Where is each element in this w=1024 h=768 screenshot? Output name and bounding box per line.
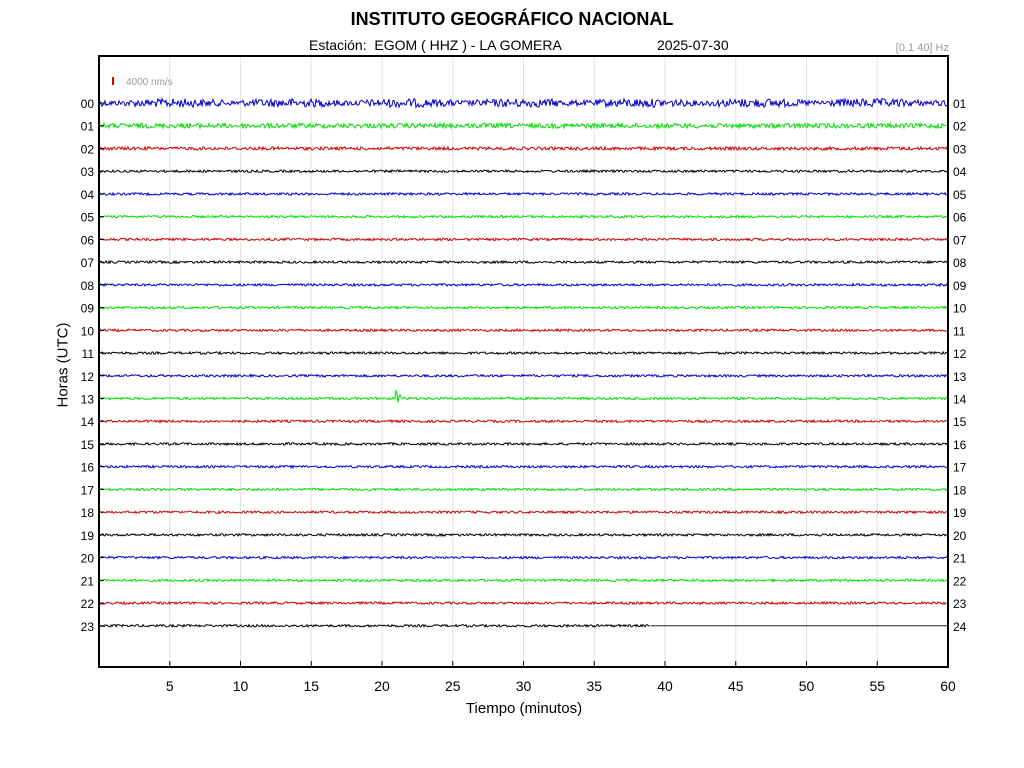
y-tick-label-right: 12 <box>953 347 967 361</box>
trace-hour-13 <box>98 390 949 403</box>
scale-bar <box>112 77 114 85</box>
y-tick-label-left: 05 <box>81 211 95 225</box>
y-tick-label-right: 17 <box>953 461 967 475</box>
y-tick-label-left: 20 <box>81 552 95 566</box>
y-tick-label-right: 19 <box>953 506 967 520</box>
y-tick-label-left: 08 <box>81 279 95 293</box>
y-tick-label-right: 04 <box>953 165 967 179</box>
y-tick-label-left: 19 <box>81 529 95 543</box>
y-tick-label-right: 05 <box>953 188 967 202</box>
y-tick-label-left: 22 <box>81 597 95 611</box>
y-tick-label-right: 23 <box>953 597 967 611</box>
y-tick-label-right: 11 <box>953 324 966 338</box>
y-tick-label-right: 20 <box>953 529 967 543</box>
y-tick-label-left: 06 <box>81 233 95 247</box>
plot-frame <box>98 55 949 668</box>
y-tick-label-right: 21 <box>953 552 967 566</box>
y-tick-label-left: 07 <box>81 256 95 270</box>
y-tick-label-left: 00 <box>81 97 95 111</box>
trace-hour-12 <box>98 373 949 379</box>
y-tick-label-right: 22 <box>953 574 967 588</box>
chart-title: INSTITUTO GEOGRÁFICO NACIONAL <box>350 9 674 29</box>
trace-hour-18 <box>98 509 949 515</box>
y-tick-label-left: 15 <box>81 438 95 452</box>
trace-hour-19 <box>98 532 949 538</box>
y-tick-label-left: 21 <box>81 574 95 588</box>
y-tick-label-right: 13 <box>953 370 967 384</box>
x-tick-label: 45 <box>728 678 744 694</box>
y-tick-label-left: 16 <box>81 461 95 475</box>
x-tick-label: 35 <box>586 678 602 694</box>
y-tick-label-right: 03 <box>953 142 967 156</box>
x-tick-label: 40 <box>657 678 673 694</box>
trace-hour-07 <box>98 259 949 265</box>
y-tick-label-left: 11 <box>82 347 95 361</box>
trace-hour-23 <box>98 623 651 629</box>
filter-band-label: [0.1 40] Hz <box>895 42 949 54</box>
y-tick-label-left: 02 <box>81 142 95 156</box>
trace-hour-01 <box>98 121 949 130</box>
x-tick-label: 60 <box>940 678 956 694</box>
trace-hour-14 <box>98 418 949 424</box>
trace-hour-08 <box>98 282 949 288</box>
trace-hour-15 <box>98 441 949 447</box>
y-tick-label-left: 14 <box>81 415 95 429</box>
trace-hour-21 <box>98 577 948 583</box>
y-tick-label-right: 02 <box>953 120 967 134</box>
date-label: 2025-07-30 <box>657 37 729 53</box>
station-info: Estación: EGOM ( HHZ ) - LA GOMERA <box>309 37 562 53</box>
trace-hour-17 <box>98 487 949 492</box>
trace-hour-20 <box>98 555 949 560</box>
trace-hour-04 <box>98 191 949 197</box>
y-tick-label-right: 24 <box>953 620 967 634</box>
y-tick-label-right: 08 <box>953 256 967 270</box>
y-tick-label-left: 10 <box>81 324 95 338</box>
trace-hour-06 <box>98 236 949 242</box>
y-tick-label-right: 09 <box>953 279 967 293</box>
trace-hour-11 <box>98 350 949 356</box>
y-tick-label-left: 12 <box>81 370 95 384</box>
x-tick-label: 15 <box>303 678 319 694</box>
y-tick-label-left: 09 <box>81 302 95 316</box>
y-tick-label-right: 15 <box>953 415 967 429</box>
trace-hour-09 <box>98 305 949 311</box>
amplitude-scale: 4000 nm/s <box>112 77 173 88</box>
y-tick-label-left: 13 <box>81 392 95 406</box>
trace-hour-05 <box>98 214 949 220</box>
y-tick-label-right: 14 <box>953 392 967 406</box>
x-tick-label: 10 <box>233 678 249 694</box>
y-tick-label-right: 18 <box>953 483 967 497</box>
y-tick-label-left: 18 <box>81 506 95 520</box>
trace-hour-02 <box>98 145 949 152</box>
y-tick-label-right: 16 <box>953 438 967 452</box>
y-tick-label-left: 03 <box>81 165 95 179</box>
trace-hour-10 <box>98 327 949 333</box>
y-tick-label-left: 01 <box>81 120 95 134</box>
y-tick-label-right: 10 <box>953 302 967 316</box>
y-tick-label-right: 07 <box>953 233 967 247</box>
trace-hour-16 <box>98 464 949 470</box>
x-tick-label: 50 <box>799 678 815 694</box>
grid-lines <box>169 56 878 667</box>
y-tick-label-right: 06 <box>953 211 967 225</box>
x-axis-label: Tiempo (minutos) <box>465 700 583 717</box>
y-tick-label-right: 01 <box>953 97 967 111</box>
x-tick-label: 55 <box>869 678 885 694</box>
trace-hour-00 <box>98 96 949 109</box>
x-tick-label: 5 <box>166 678 174 694</box>
y-tick-label-left: 23 <box>81 620 95 634</box>
x-tick-label: 30 <box>516 678 532 694</box>
x-tick-label: 20 <box>374 678 390 694</box>
x-tick-label: 25 <box>445 678 461 694</box>
trace-hour-03 <box>98 168 949 174</box>
trace-layer <box>98 96 949 629</box>
y-tick-label-left: 17 <box>81 483 95 497</box>
trace-hour-22 <box>98 600 949 606</box>
scale-label: 4000 nm/s <box>126 77 173 88</box>
y-tick-label-left: 04 <box>81 188 95 202</box>
